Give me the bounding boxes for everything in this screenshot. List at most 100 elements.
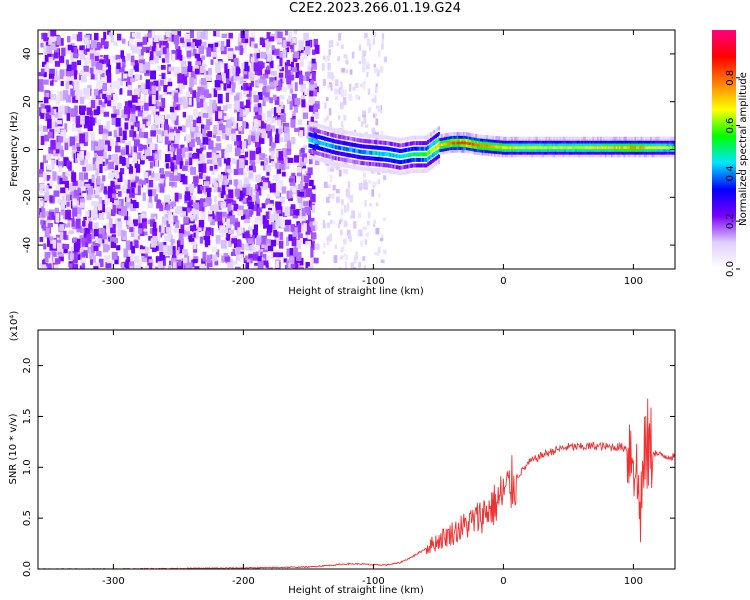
noise-cell <box>197 204 203 211</box>
signal-cell <box>412 163 416 168</box>
signal-cell <box>603 136 606 141</box>
signal-cell <box>648 147 651 152</box>
signal-cell <box>355 148 358 153</box>
noise-cell <box>85 58 92 63</box>
signal-cell <box>660 139 664 144</box>
noise-cell <box>131 32 137 38</box>
signal-cell <box>313 122 316 127</box>
signal-cell <box>547 147 550 152</box>
signal-cell <box>348 147 352 152</box>
signal-cell <box>342 152 345 157</box>
noise-cell <box>157 149 162 156</box>
signal-cell <box>319 124 322 129</box>
noise-cell <box>213 203 219 214</box>
signal-cell <box>606 136 609 141</box>
signal-cell <box>593 150 597 155</box>
signal-cell <box>400 143 403 148</box>
noise-cell <box>196 101 201 108</box>
noise-cell <box>115 140 119 150</box>
noise-cell <box>204 89 209 98</box>
noise-cell <box>255 147 262 158</box>
noise-cell <box>50 239 55 248</box>
noise-cell <box>237 208 244 217</box>
noise-cell <box>182 257 188 263</box>
noise-cell <box>80 266 84 269</box>
signal-cell <box>623 142 626 147</box>
signal-cell <box>425 141 428 146</box>
signal-cell <box>370 161 373 166</box>
noise-cell <box>373 63 377 68</box>
spectrogram-x-ticks: -300 -200 -100 0 100 <box>102 30 643 287</box>
noise-cell <box>105 158 109 166</box>
signal-cell <box>347 141 350 146</box>
signal-cell <box>412 141 416 146</box>
signal-cell <box>634 136 637 141</box>
noise-cell <box>111 193 117 204</box>
signal-cell <box>508 142 511 147</box>
noise-cell <box>121 230 127 237</box>
signal-cell <box>508 145 511 150</box>
noise-cell <box>56 120 62 125</box>
signal-cell <box>375 134 378 139</box>
signal-cell <box>436 155 439 160</box>
noise-cell <box>201 231 205 236</box>
signal-cell <box>461 140 464 145</box>
noise-cell <box>177 73 184 84</box>
signal-cell <box>451 131 455 136</box>
signal-cell <box>500 144 503 149</box>
signal-cell <box>595 142 598 147</box>
signal-cell <box>448 149 451 154</box>
noise-cell <box>94 228 99 237</box>
noise-cell <box>170 146 175 152</box>
noise-cell <box>273 229 277 237</box>
noise-cell <box>150 213 155 223</box>
noise-cell <box>272 162 277 167</box>
noise-cell <box>100 107 105 114</box>
signal-cell <box>377 151 380 156</box>
noise-cell <box>242 187 249 197</box>
signal-cell <box>654 150 657 155</box>
signal-cell <box>609 147 612 152</box>
signal-cell <box>414 163 417 168</box>
signal-cell <box>409 158 412 163</box>
signal-cell <box>540 145 544 150</box>
noise-cell <box>98 100 103 105</box>
noise-cell <box>127 241 133 250</box>
signal-cell <box>648 150 651 155</box>
noise-cell <box>152 221 157 232</box>
signal-cell <box>333 144 336 149</box>
signal-cell <box>631 136 634 141</box>
signal-cell <box>668 136 671 141</box>
signal-cell <box>444 133 447 138</box>
signal-cell <box>322 147 325 152</box>
signal-cell <box>345 136 349 141</box>
noise-cell <box>123 73 128 79</box>
signal-cell <box>639 150 642 155</box>
signal-cell <box>662 153 665 158</box>
noise-cell <box>372 37 376 45</box>
signal-cell <box>664 147 667 152</box>
noise-cell <box>258 72 262 83</box>
noise-cell <box>221 171 225 177</box>
signal-cell <box>356 154 359 159</box>
noise-cell <box>50 79 54 86</box>
noise-cell <box>157 83 162 91</box>
noise-cell <box>269 97 273 104</box>
noise-cell <box>231 238 238 244</box>
signal-cell <box>567 147 570 152</box>
noise-cell <box>149 142 155 149</box>
noise-cell <box>146 45 151 51</box>
signal-cell <box>504 142 508 147</box>
signal-cell <box>519 136 522 141</box>
noise-cell <box>110 93 116 99</box>
noise-cell <box>313 38 319 47</box>
noise-cell <box>259 217 263 226</box>
noise-cell <box>170 162 175 172</box>
signal-cell <box>325 148 328 153</box>
noise-cell <box>200 93 206 103</box>
noise-cell <box>298 40 304 51</box>
signal-cell <box>320 158 324 163</box>
noise-cell <box>58 105 65 115</box>
noise-cell <box>201 258 206 267</box>
noise-cell <box>72 264 79 269</box>
